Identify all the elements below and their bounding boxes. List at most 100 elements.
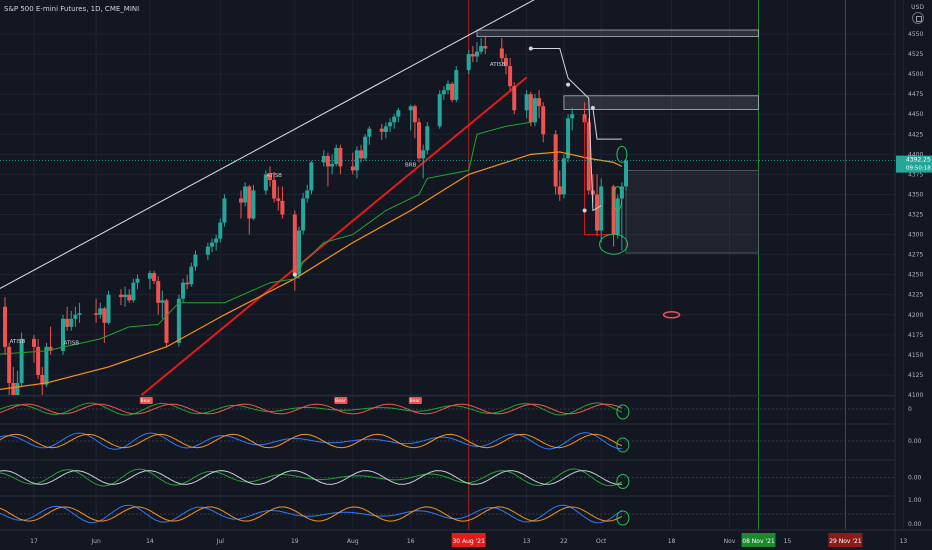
candle-body [193,254,198,267]
highlight-circle [599,233,629,255]
candle-body [334,147,339,164]
candle-body [599,186,604,231]
range-line [584,118,614,236]
candle-body [118,294,123,298]
candle-body [222,198,227,223]
candle-body [425,126,430,151]
candle-body [205,246,210,255]
candle-body [321,155,326,163]
time-highlight-badge [451,533,486,547]
candle-body [354,150,359,171]
candle-body [176,298,181,343]
candle-body [532,98,537,123]
candle-body [44,346,49,385]
candle-body [450,83,455,100]
annotation-label: ATISB [490,62,506,68]
candle-body [135,278,140,283]
time-tick-label: 30 Aug '21 [452,538,485,545]
candle-body [98,308,103,315]
candle-body [160,300,165,303]
oscillator-line [0,402,623,416]
trend-lines[interactable] [0,0,560,396]
candle-body [218,222,223,239]
candle-body [586,122,591,191]
candle-body [94,313,99,315]
candle-body [185,282,190,285]
candle-body [379,128,384,132]
candle-body [210,242,215,247]
candle-body [483,46,488,49]
candle-body [421,150,426,159]
annotation-label: ATISB [266,173,282,179]
time-tick-label: 13 [900,538,908,545]
candle-body [561,158,566,195]
candle-body [570,114,575,119]
price-tick-label: 4375 [908,171,923,178]
time-tick-label: 17 [30,538,38,545]
bear-marker [139,397,153,404]
bear-marker [334,397,348,404]
time-highlight-badge [828,533,863,547]
countdown-label: 09:50:18 [906,166,931,172]
highlight-circle [616,510,630,526]
oscillator-line [0,470,622,485]
pane-tick-label: 0 [908,406,912,413]
price-tick-label: 4175 [908,332,923,339]
overlay-indicators [0,46,681,390]
price-tick-label: 4425 [908,131,923,138]
time-tick-label: Oct [596,538,607,545]
supply-zone [563,95,759,110]
annotations: ATISB ATISB ATISB BRB ATISB [10,62,506,346]
price-tick-label: 4100 [908,392,923,399]
candle-body [280,200,285,215]
candle-body [106,294,111,323]
highlight-circle [616,145,628,163]
pivot-dot [566,82,571,87]
last-price-badge [896,155,932,173]
highlight-circle [616,404,630,420]
time-tick-label: 22 [560,538,568,545]
stop-step-line [530,47,602,212]
price-tick-label: 4300 [908,232,923,239]
bear-marker [408,397,422,404]
candle-body [243,186,248,203]
candle-body [503,58,508,67]
candle-body [214,238,219,243]
price-tick-label: 4250 [908,272,923,279]
candle-body [396,110,401,117]
candle-body [301,198,306,231]
candle-body [437,94,442,127]
time-axis[interactable]: 17 Jun 14 Jul 19 Aug 16 30 Aug '21 13 22 Oct 18 Nov 0… [0,529,932,547]
candle-body [152,273,157,282]
candle-body [446,83,450,91]
chart-settings-icon[interactable] [912,12,924,24]
candle-body [595,194,600,231]
highlight-circle [616,437,630,453]
candle-body [408,106,413,111]
candle-body [611,186,616,235]
candle-body [251,190,256,219]
chart-title: S&P 500 E-mini Futures, 1D, CME_MINI [4,5,140,13]
price-tick-label: 4475 [908,91,923,98]
price-tick-label: 4150 [908,352,923,359]
candle-body [338,147,343,167]
candle-body [524,94,529,111]
candle-body [267,174,272,181]
candle-body [181,282,186,299]
candle-body [466,54,471,71]
time-tick-label: Jul [216,538,225,545]
candle-body [470,54,475,57]
time-tick-label: 18 [668,538,676,545]
pivot-dot [590,105,595,110]
candle-body [624,160,629,187]
time-tick-label: 15 [784,538,792,545]
time-tick-label: 29 Nov '21 [829,538,862,545]
oscillator-line [0,403,623,415]
pane-tick-label: 0.00 [908,521,922,528]
price-tick-label: 4275 [908,252,923,259]
oscillator-line [0,506,623,522]
candle-body [305,190,310,199]
ema-line [0,151,623,390]
